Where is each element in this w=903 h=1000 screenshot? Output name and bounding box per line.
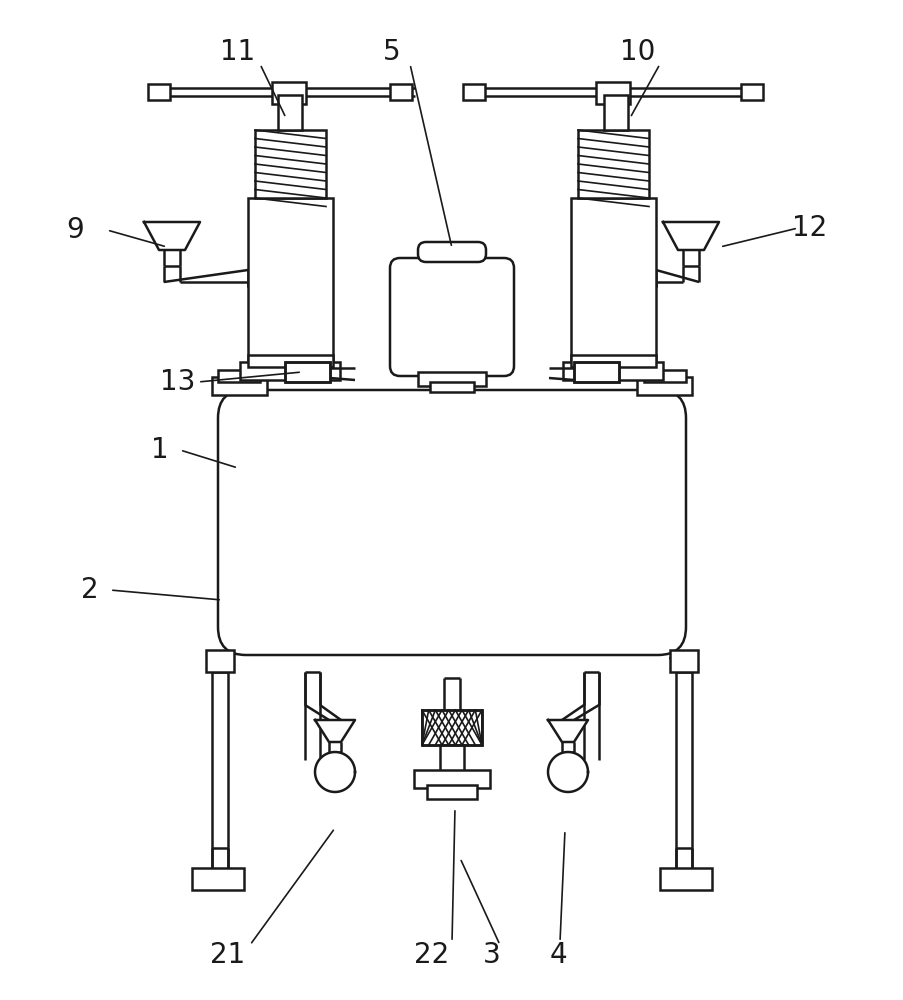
Text: 13: 13 — [160, 368, 195, 396]
Text: 9: 9 — [66, 216, 84, 244]
Bar — [577, 130, 648, 198]
Text: 10: 10 — [619, 38, 655, 66]
Bar — [191, 868, 244, 890]
Bar — [414, 770, 489, 788]
Bar — [563, 362, 662, 380]
Polygon shape — [547, 720, 587, 742]
Bar — [462, 84, 485, 100]
Bar — [284, 362, 330, 382]
Bar — [247, 355, 332, 367]
Bar — [422, 710, 481, 745]
Bar — [643, 370, 685, 382]
Bar — [247, 198, 332, 366]
Bar — [206, 650, 234, 672]
Bar — [603, 95, 628, 130]
Bar — [426, 785, 477, 799]
Polygon shape — [662, 222, 718, 250]
Bar — [637, 377, 691, 395]
Text: 5: 5 — [383, 38, 400, 66]
Bar — [239, 362, 340, 380]
Text: 21: 21 — [210, 941, 246, 969]
Bar — [659, 868, 712, 890]
Text: 3: 3 — [482, 941, 500, 969]
FancyBboxPatch shape — [218, 390, 685, 655]
FancyBboxPatch shape — [389, 258, 514, 376]
Bar — [440, 745, 463, 773]
Bar — [389, 84, 412, 100]
Bar — [669, 650, 697, 672]
Bar — [417, 372, 486, 386]
Polygon shape — [314, 720, 355, 742]
Text: 4: 4 — [549, 941, 566, 969]
Bar — [573, 362, 619, 382]
Text: 12: 12 — [792, 214, 827, 242]
FancyBboxPatch shape — [417, 242, 486, 262]
Bar — [218, 370, 260, 382]
Bar — [148, 84, 170, 100]
Text: 2: 2 — [81, 576, 98, 604]
Polygon shape — [547, 752, 587, 792]
Bar — [571, 198, 656, 366]
Text: 11: 11 — [220, 38, 256, 66]
Bar — [212, 377, 266, 395]
Bar — [278, 95, 302, 130]
Bar — [740, 84, 762, 100]
Bar — [272, 82, 305, 104]
Polygon shape — [314, 752, 355, 792]
Bar — [255, 130, 326, 198]
Bar — [430, 382, 473, 392]
Text: 22: 22 — [414, 941, 449, 969]
Polygon shape — [144, 222, 200, 250]
Bar — [595, 82, 629, 104]
Bar — [284, 362, 330, 382]
Text: 1: 1 — [151, 436, 169, 464]
Bar — [571, 355, 656, 367]
Bar — [422, 710, 481, 745]
Bar — [573, 362, 619, 382]
